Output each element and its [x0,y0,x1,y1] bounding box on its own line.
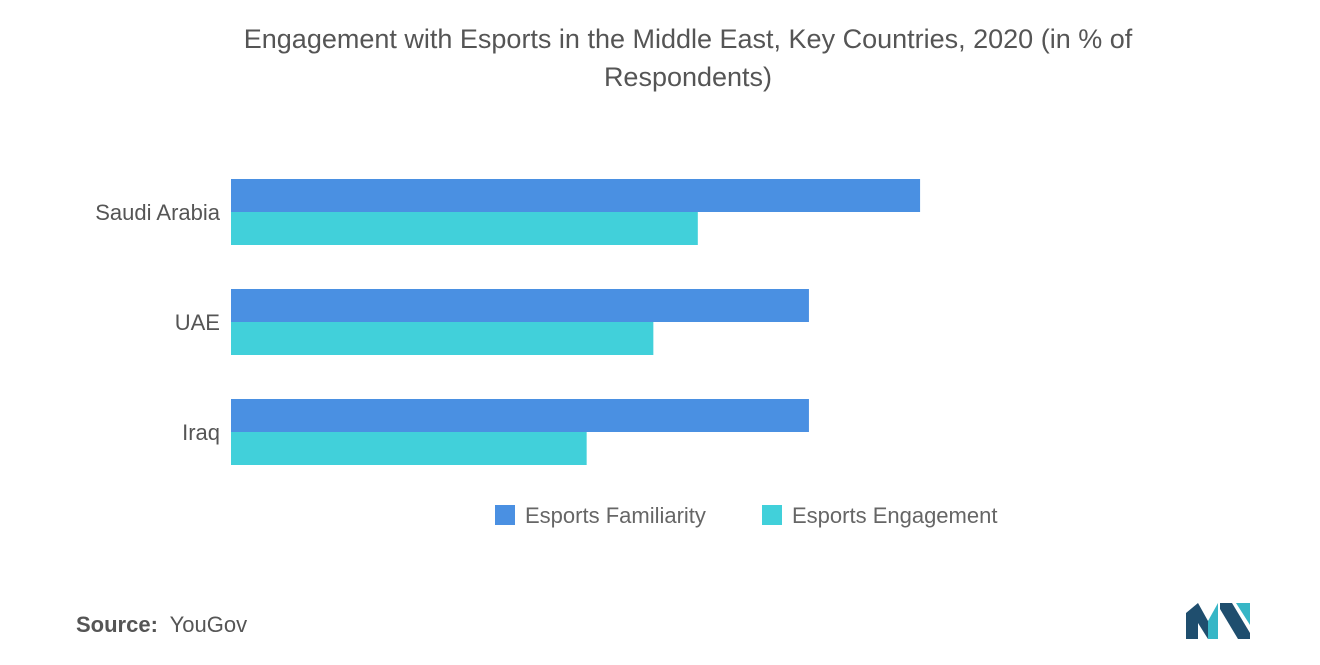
bar-saudi-arabia-esports-familiarity [231,179,921,212]
category-label: Saudi Arabia [95,200,221,225]
bar-uae-esports-engagement [231,322,654,355]
legend-label-esports-familiarity: Esports Familiarity [525,503,706,528]
bar-iraq-esports-engagement [231,432,587,465]
bar-iraq-esports-familiarity [231,399,809,432]
source-value: YouGov [169,612,248,637]
bar-chart: Saudi Arabia UAE Iraq Esports Familiarity Es… [95,179,997,528]
category-label: Iraq [182,420,220,445]
source-label: Source: [76,612,158,637]
mordor-logo-icon [1186,603,1250,639]
chart-title-line-1: Engagement with Esports in the Middle Ea… [243,24,1133,54]
chart-title: Engagement with Esports in the Middle Ea… [0,20,1320,96]
legend-label-esports-engagement: Esports Engagement [792,503,997,528]
source-note: Source: YouGov [76,612,247,638]
legend-swatch-esports-engagement [762,505,782,525]
legend-swatch-esports-familiarity [495,505,515,525]
chart-title-line-2: Respondents) [603,62,773,92]
bar-uae-esports-familiarity [231,289,809,322]
bar-saudi-arabia-esports-engagement [231,212,698,245]
category-label: UAE [175,310,220,335]
